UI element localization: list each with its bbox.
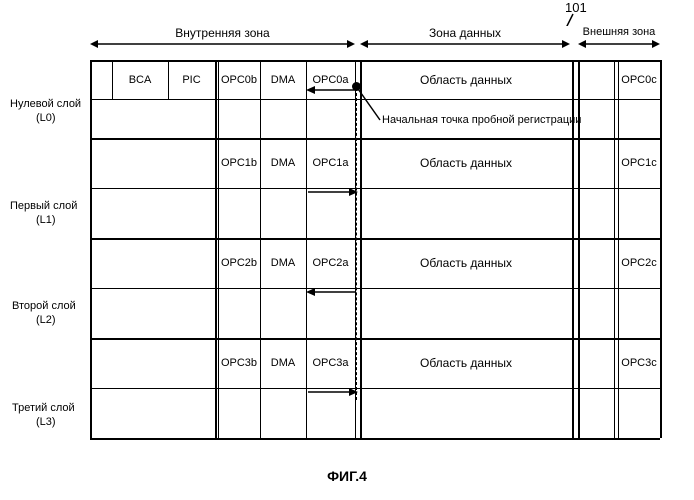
- cell-opc3b: OPC3b: [218, 338, 260, 388]
- layer-l2-name: Второй слой: [12, 300, 76, 312]
- cell-opc0b: OPC0b: [218, 60, 260, 99]
- layer-l2-code: (L2): [36, 314, 56, 326]
- cell-opc1b: OPC1b: [218, 138, 260, 188]
- figure-container: { "refnum": "101", "zones": { "inner": "…: [0, 0, 694, 500]
- grid-line: [215, 60, 217, 438]
- layer-l0-code: (L0): [36, 112, 56, 124]
- cell-pic: PIC: [168, 60, 215, 99]
- layer-l3-code: (L3): [36, 416, 56, 428]
- layer-l0-name: Нулевой слой: [10, 98, 81, 110]
- opc1a-arrow: [306, 186, 360, 198]
- cell-dma3: DMA: [260, 338, 306, 388]
- note-text: Начальная точка пробной регистрации: [382, 114, 581, 126]
- cell-opc3a: OPC3a: [306, 338, 355, 388]
- cell-opc2c: OPC2c: [618, 238, 660, 288]
- cell-opc0c: OPC0c: [618, 60, 660, 99]
- grid-line: [660, 60, 662, 438]
- cell-opc2b: OPC2b: [218, 238, 260, 288]
- opc2a-arrow: [306, 286, 360, 298]
- grid-line: [90, 60, 92, 438]
- zone-arrow-outer: [578, 38, 660, 50]
- opc0a-arrow: [306, 84, 360, 96]
- zone-label-data: Зона данных: [360, 26, 570, 40]
- layer-l1-code: (L1): [36, 214, 56, 226]
- grid-line: [614, 60, 615, 438]
- cell-data3: Область данных: [360, 338, 572, 388]
- cell-opc3c: OPC3c: [618, 338, 660, 388]
- layer-l1-name: Первый слой: [10, 200, 77, 212]
- cell-opc1a: OPC1a: [306, 138, 355, 188]
- grid-line: [90, 438, 660, 440]
- cell-bca: BCA: [112, 60, 168, 99]
- cell-dma0: DMA: [260, 60, 306, 99]
- opc3a-arrow: [306, 386, 360, 398]
- layer-l3-name: Третий слой: [12, 402, 75, 414]
- cell-opc2a: OPC2a: [306, 238, 355, 288]
- cell-dma1: DMA: [260, 138, 306, 188]
- cell-data2: Область данных: [360, 238, 572, 288]
- zone-label-inner: Внутренняя зона: [90, 26, 355, 40]
- zone-label-outer: Внешняя зона: [574, 26, 664, 38]
- figure-caption: ФИГ.4: [0, 468, 694, 484]
- ref-number: 101: [565, 0, 587, 15]
- grid-line: [90, 288, 660, 289]
- dashed-ref-line: [356, 88, 357, 400]
- grid-line: [90, 188, 660, 189]
- cell-opc1c: OPC1c: [618, 138, 660, 188]
- cell-data1: Область данных: [360, 138, 572, 188]
- grid-line: [90, 388, 660, 389]
- cell-dma2: DMA: [260, 238, 306, 288]
